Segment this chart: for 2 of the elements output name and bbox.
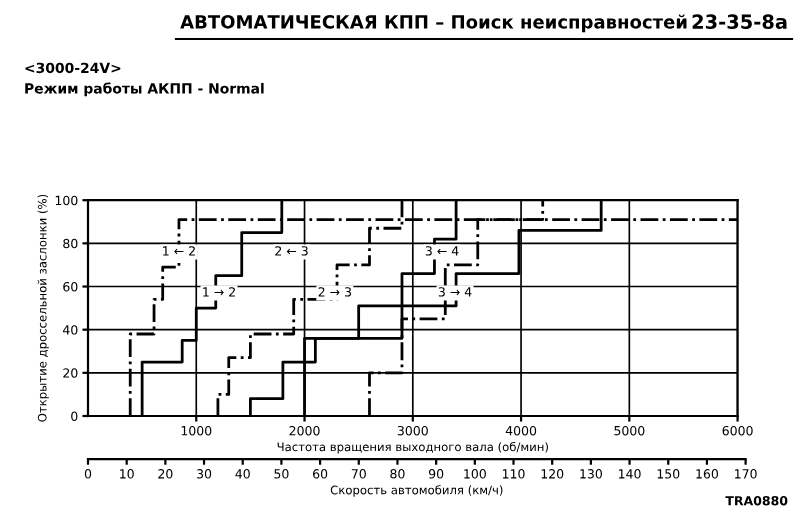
text: 23-35-8а [692,14,787,30]
chart-title: АВТОМАТИЧЕСКАЯ КПП – Поиск неисправностей [180,14,687,33]
